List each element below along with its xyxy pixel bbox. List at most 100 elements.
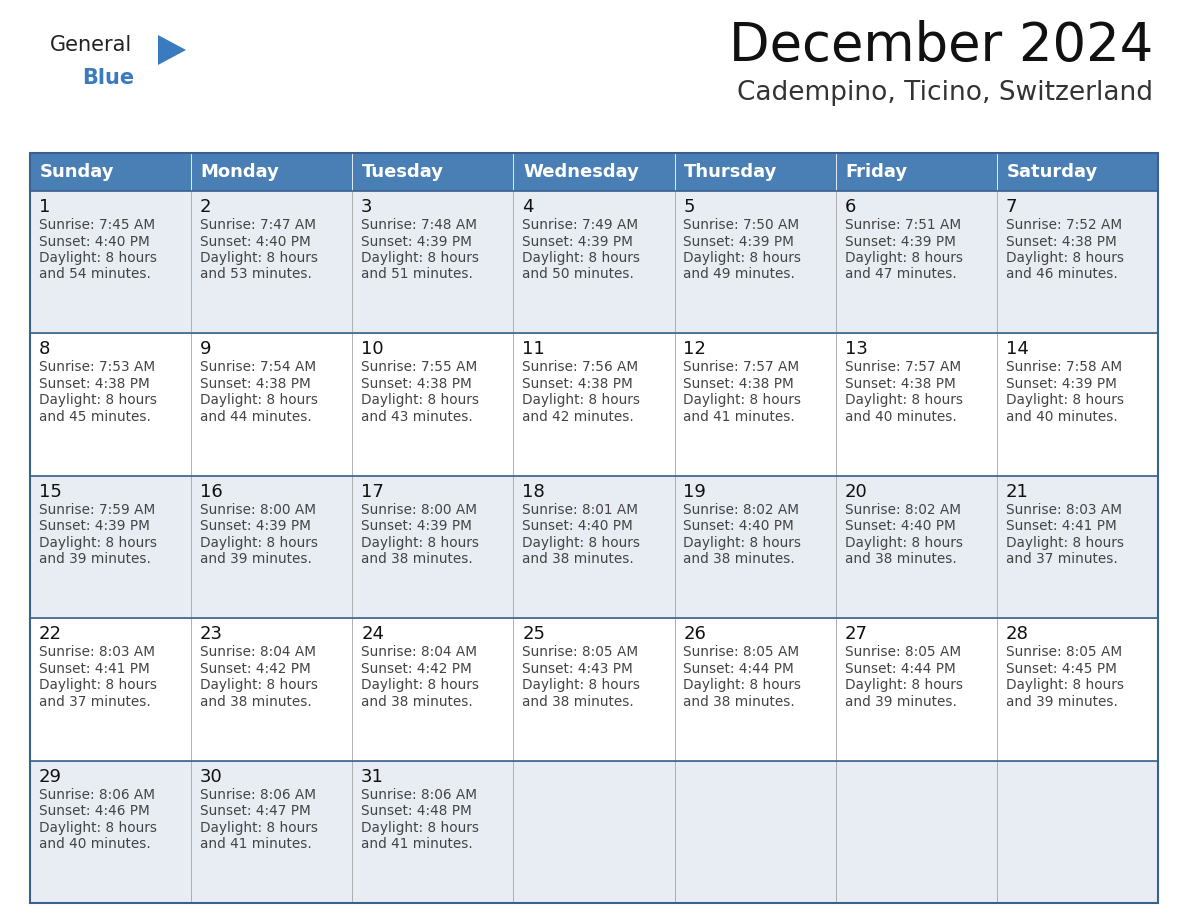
Text: and 45 minutes.: and 45 minutes. bbox=[39, 410, 151, 424]
Text: Saturday: Saturday bbox=[1006, 163, 1098, 181]
Text: Daylight: 8 hours: Daylight: 8 hours bbox=[845, 678, 962, 692]
Bar bbox=[997, 333, 1158, 476]
Bar bbox=[513, 618, 675, 761]
Text: Sunset: 4:39 PM: Sunset: 4:39 PM bbox=[200, 520, 311, 533]
Bar bbox=[30, 333, 191, 476]
Text: Sunset: 4:40 PM: Sunset: 4:40 PM bbox=[683, 520, 795, 533]
Text: Daylight: 8 hours: Daylight: 8 hours bbox=[1006, 536, 1124, 550]
Bar bbox=[353, 476, 513, 618]
Bar bbox=[353, 618, 513, 761]
Text: Sunset: 4:44 PM: Sunset: 4:44 PM bbox=[845, 662, 955, 676]
Text: Daylight: 8 hours: Daylight: 8 hours bbox=[39, 536, 157, 550]
Bar bbox=[513, 476, 675, 618]
Text: Daylight: 8 hours: Daylight: 8 hours bbox=[200, 394, 318, 408]
Text: 16: 16 bbox=[200, 483, 223, 501]
Text: Sunrise: 7:54 AM: Sunrise: 7:54 AM bbox=[200, 361, 316, 375]
Text: Daylight: 8 hours: Daylight: 8 hours bbox=[361, 821, 479, 834]
Text: Daylight: 8 hours: Daylight: 8 hours bbox=[1006, 394, 1124, 408]
Text: 11: 11 bbox=[523, 341, 545, 358]
Text: and 38 minutes.: and 38 minutes. bbox=[523, 695, 634, 709]
Text: Daylight: 8 hours: Daylight: 8 hours bbox=[683, 394, 802, 408]
Bar bbox=[513, 153, 675, 191]
Text: 20: 20 bbox=[845, 483, 867, 501]
Bar bbox=[997, 153, 1158, 191]
Text: and 54 minutes.: and 54 minutes. bbox=[39, 267, 151, 282]
Text: Sunset: 4:41 PM: Sunset: 4:41 PM bbox=[1006, 520, 1117, 533]
Text: Sunset: 4:42 PM: Sunset: 4:42 PM bbox=[200, 662, 311, 676]
Text: Daylight: 8 hours: Daylight: 8 hours bbox=[200, 251, 318, 265]
Text: Sunrise: 7:47 AM: Sunrise: 7:47 AM bbox=[200, 218, 316, 232]
Text: Sunset: 4:39 PM: Sunset: 4:39 PM bbox=[683, 234, 795, 249]
Text: 19: 19 bbox=[683, 483, 707, 501]
Text: and 39 minutes.: and 39 minutes. bbox=[1006, 695, 1118, 709]
Text: and 47 minutes.: and 47 minutes. bbox=[845, 267, 956, 282]
Bar bbox=[353, 761, 513, 903]
Text: 21: 21 bbox=[1006, 483, 1029, 501]
Text: Sunset: 4:38 PM: Sunset: 4:38 PM bbox=[200, 377, 311, 391]
Text: Daylight: 8 hours: Daylight: 8 hours bbox=[361, 536, 479, 550]
Text: and 50 minutes.: and 50 minutes. bbox=[523, 267, 634, 282]
Text: Friday: Friday bbox=[846, 163, 908, 181]
Text: Sunset: 4:39 PM: Sunset: 4:39 PM bbox=[845, 234, 955, 249]
Bar bbox=[675, 476, 835, 618]
Text: Daylight: 8 hours: Daylight: 8 hours bbox=[39, 821, 157, 834]
Text: and 39 minutes.: and 39 minutes. bbox=[39, 553, 151, 566]
Text: Daylight: 8 hours: Daylight: 8 hours bbox=[200, 536, 318, 550]
Text: Sunrise: 8:04 AM: Sunrise: 8:04 AM bbox=[361, 645, 478, 659]
Bar bbox=[191, 618, 353, 761]
Text: Sunday: Sunday bbox=[39, 163, 114, 181]
Text: Daylight: 8 hours: Daylight: 8 hours bbox=[523, 251, 640, 265]
Text: Sunrise: 7:52 AM: Sunrise: 7:52 AM bbox=[1006, 218, 1121, 232]
Text: Thursday: Thursday bbox=[684, 163, 778, 181]
Text: Sunrise: 7:50 AM: Sunrise: 7:50 AM bbox=[683, 218, 800, 232]
Text: Cadempino, Ticino, Switzerland: Cadempino, Ticino, Switzerland bbox=[737, 80, 1154, 106]
Text: 15: 15 bbox=[39, 483, 62, 501]
Text: Sunset: 4:47 PM: Sunset: 4:47 PM bbox=[200, 804, 311, 818]
Bar bbox=[675, 153, 835, 191]
Text: 13: 13 bbox=[845, 341, 867, 358]
Text: Sunrise: 7:59 AM: Sunrise: 7:59 AM bbox=[39, 503, 156, 517]
Text: Sunrise: 8:04 AM: Sunrise: 8:04 AM bbox=[200, 645, 316, 659]
Text: Sunset: 4:40 PM: Sunset: 4:40 PM bbox=[523, 520, 633, 533]
Bar bbox=[513, 191, 675, 333]
Bar bbox=[675, 618, 835, 761]
Text: and 46 minutes.: and 46 minutes. bbox=[1006, 267, 1118, 282]
Text: Sunset: 4:42 PM: Sunset: 4:42 PM bbox=[361, 662, 472, 676]
Text: Sunrise: 7:53 AM: Sunrise: 7:53 AM bbox=[39, 361, 154, 375]
Text: Sunrise: 8:00 AM: Sunrise: 8:00 AM bbox=[200, 503, 316, 517]
Text: Sunset: 4:40 PM: Sunset: 4:40 PM bbox=[39, 234, 150, 249]
Text: 3: 3 bbox=[361, 198, 373, 216]
Bar bbox=[835, 761, 997, 903]
Text: Sunrise: 7:58 AM: Sunrise: 7:58 AM bbox=[1006, 361, 1121, 375]
Text: and 44 minutes.: and 44 minutes. bbox=[200, 410, 311, 424]
Text: 23: 23 bbox=[200, 625, 223, 644]
Bar bbox=[513, 761, 675, 903]
Text: Sunset: 4:39 PM: Sunset: 4:39 PM bbox=[1006, 377, 1117, 391]
Text: 7: 7 bbox=[1006, 198, 1017, 216]
Text: 25: 25 bbox=[523, 625, 545, 644]
Text: and 41 minutes.: and 41 minutes. bbox=[361, 837, 473, 851]
Text: Daylight: 8 hours: Daylight: 8 hours bbox=[523, 394, 640, 408]
Text: 24: 24 bbox=[361, 625, 384, 644]
Text: Monday: Monday bbox=[201, 163, 279, 181]
Text: 18: 18 bbox=[523, 483, 545, 501]
Bar bbox=[835, 153, 997, 191]
Bar bbox=[675, 333, 835, 476]
Text: Sunrise: 8:02 AM: Sunrise: 8:02 AM bbox=[683, 503, 800, 517]
Text: Sunrise: 8:03 AM: Sunrise: 8:03 AM bbox=[39, 645, 154, 659]
Text: Sunrise: 8:05 AM: Sunrise: 8:05 AM bbox=[845, 645, 961, 659]
Text: and 38 minutes.: and 38 minutes. bbox=[683, 553, 795, 566]
Text: 4: 4 bbox=[523, 198, 533, 216]
Text: and 38 minutes.: and 38 minutes. bbox=[200, 695, 311, 709]
Bar bbox=[30, 476, 191, 618]
Text: Wednesday: Wednesday bbox=[523, 163, 639, 181]
Text: Sunrise: 8:06 AM: Sunrise: 8:06 AM bbox=[361, 788, 478, 801]
Bar bbox=[191, 153, 353, 191]
Bar bbox=[30, 761, 191, 903]
Text: Sunrise: 8:01 AM: Sunrise: 8:01 AM bbox=[523, 503, 638, 517]
Text: Sunset: 4:38 PM: Sunset: 4:38 PM bbox=[845, 377, 955, 391]
Text: Daylight: 8 hours: Daylight: 8 hours bbox=[523, 536, 640, 550]
Text: Daylight: 8 hours: Daylight: 8 hours bbox=[1006, 678, 1124, 692]
Text: 12: 12 bbox=[683, 341, 707, 358]
Text: and 49 minutes.: and 49 minutes. bbox=[683, 267, 795, 282]
